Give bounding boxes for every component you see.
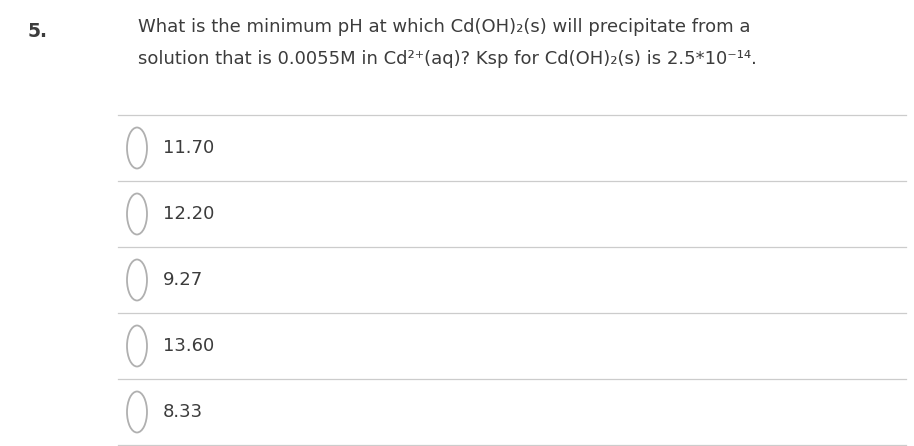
Text: 5.: 5.: [28, 22, 48, 41]
Text: solution that is 0.0055M in Cd²⁺(aq)? Ksp for Cd(OH)₂(s) is 2.5*10⁻¹⁴.: solution that is 0.0055M in Cd²⁺(aq)? Ks…: [138, 50, 757, 68]
Text: 13.60: 13.60: [163, 337, 214, 355]
Text: 9.27: 9.27: [163, 271, 203, 289]
Text: 8.33: 8.33: [163, 403, 203, 421]
Text: What is the minimum pH at which Cd(OH)₂(s) will precipitate from a: What is the minimum pH at which Cd(OH)₂(…: [138, 18, 750, 36]
Text: 12.20: 12.20: [163, 205, 215, 223]
Text: 11.70: 11.70: [163, 139, 214, 157]
